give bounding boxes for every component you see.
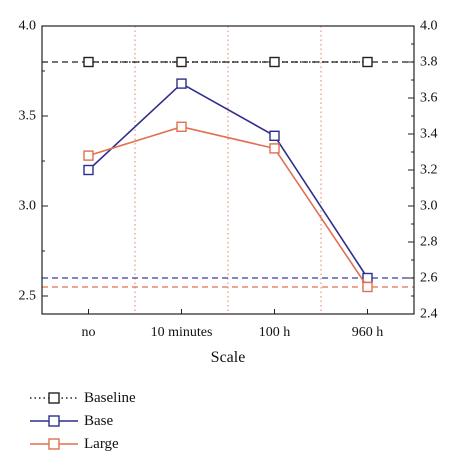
data-point-baseline-2 bbox=[269, 56, 280, 68]
right-tick-label: 3.2 bbox=[420, 163, 438, 178]
x-tick-label-0: no bbox=[82, 325, 96, 340]
series-line-base bbox=[87, 82, 369, 279]
legend-marker-large bbox=[48, 438, 60, 450]
legend-marker-base bbox=[48, 415, 60, 427]
legend-label-large: Large bbox=[84, 436, 119, 452]
x-axis-title: Scale bbox=[211, 349, 246, 366]
series-line-large bbox=[88, 125, 369, 288]
right-tick-label: 3.6 bbox=[420, 91, 438, 106]
right-tick-label: 2.6 bbox=[420, 271, 438, 286]
x-tick-label-3: 960 h bbox=[352, 325, 384, 340]
right-tick-label: 4.0 bbox=[420, 19, 438, 34]
data-point-large-2 bbox=[269, 143, 280, 154]
left-tick-label: 2.5 bbox=[19, 289, 37, 304]
x-tick-label-2: 100 h bbox=[259, 325, 291, 340]
data-point-baseline-1 bbox=[176, 56, 187, 68]
left-tick-label: 4.0 bbox=[19, 19, 37, 34]
data-point-baseline-3 bbox=[362, 56, 373, 68]
right-tick-label: 2.4 bbox=[420, 307, 438, 322]
legend-label-baseline: Baseline bbox=[84, 390, 136, 406]
legend-marker-baseline bbox=[48, 392, 60, 404]
right-tick-label: 2.8 bbox=[420, 235, 438, 250]
data-point-base-1 bbox=[176, 78, 187, 89]
legend-label-base: Base bbox=[84, 413, 114, 429]
data-point-large-0 bbox=[83, 150, 94, 161]
x-tick-label-1: 10 minutes bbox=[151, 325, 213, 340]
data-point-large-1 bbox=[176, 121, 187, 133]
data-point-large-3 bbox=[362, 281, 373, 293]
right-tick-label: 3.0 bbox=[420, 199, 438, 214]
left-tick-label: 3.0 bbox=[19, 199, 37, 214]
data-point-base-2 bbox=[269, 130, 280, 142]
right-tick-label: 3.8 bbox=[420, 55, 438, 70]
left-tick-label: 3.5 bbox=[19, 109, 37, 124]
data-point-baseline-0 bbox=[83, 56, 94, 68]
data-point-base-0 bbox=[83, 164, 94, 176]
right-tick-label: 3.4 bbox=[420, 127, 438, 142]
